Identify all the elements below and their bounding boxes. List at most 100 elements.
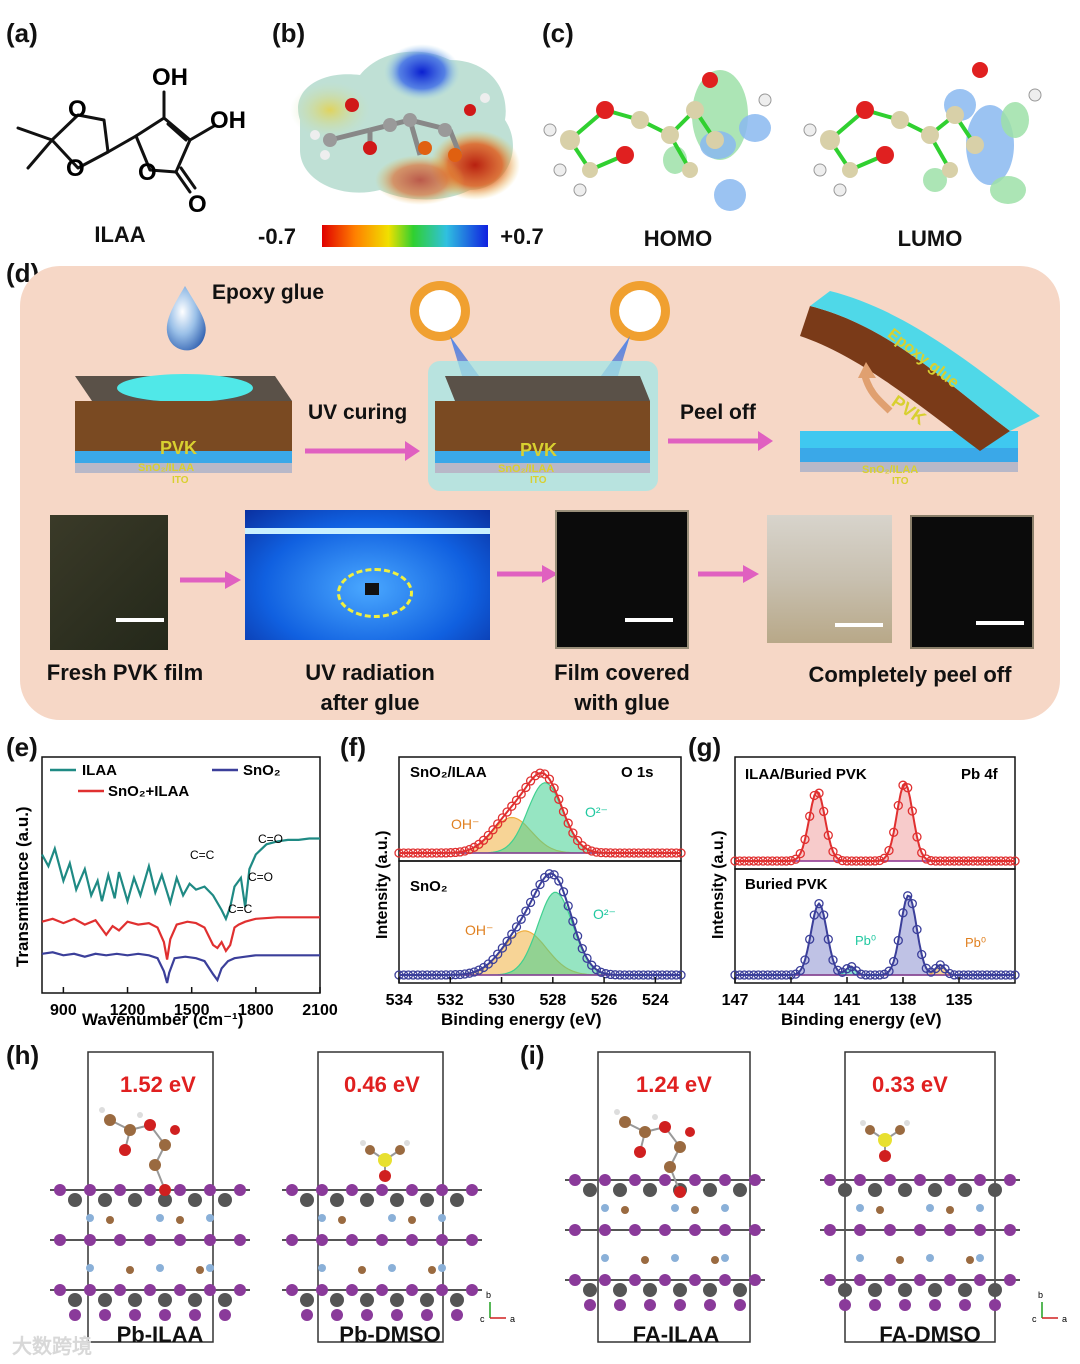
xps-point — [676, 970, 686, 980]
xps-point — [912, 832, 922, 842]
xps-point — [819, 910, 829, 920]
lumo-orbital — [803, 62, 1042, 204]
svg-text:b: b — [1038, 1290, 1043, 1300]
xps-point — [744, 970, 754, 980]
xps-point — [648, 970, 658, 980]
xps-component — [399, 891, 681, 976]
label-oh-2: OH — [210, 107, 246, 134]
xps-component — [399, 782, 681, 854]
xps-point — [450, 847, 461, 858]
xps-point — [558, 887, 569, 897]
xps-point — [931, 856, 941, 866]
xps-point — [638, 848, 649, 858]
pb4f-top-label: ILAA/Buried PVK — [745, 766, 867, 783]
peel-off-label: Peel off — [680, 401, 756, 424]
xps-point — [624, 848, 634, 858]
xps-point — [898, 780, 908, 790]
caption-fresh-film: Fresh PVK film — [46, 660, 204, 685]
xps-point — [450, 970, 461, 980]
xps-point — [521, 782, 531, 793]
xps-point — [460, 969, 470, 979]
xps-point — [549, 870, 559, 880]
xps-point — [540, 769, 550, 779]
xps-point — [837, 855, 847, 866]
xps-point — [422, 970, 432, 980]
panel-g-letter: (g) — [688, 732, 722, 762]
xps-point — [753, 970, 763, 980]
xps-point — [1005, 970, 1015, 980]
xps-point — [671, 848, 681, 858]
xps-point — [973, 856, 983, 866]
ito-label-2: ITO — [530, 475, 547, 486]
xps-point — [739, 970, 749, 980]
xps-point — [903, 891, 913, 901]
caption-peel-off: Completely peel off — [808, 662, 1012, 687]
xps-point — [431, 970, 442, 980]
pb4f-ylabel: Intensity (a.u.) — [710, 831, 727, 939]
xps-point — [921, 854, 931, 864]
xps-point — [549, 783, 559, 793]
xps-point — [563, 818, 573, 828]
xps-point — [917, 949, 927, 960]
label-o-lactone: O — [138, 159, 157, 186]
xps-point — [408, 970, 418, 980]
xps-point — [403, 848, 414, 858]
xps-point — [809, 910, 819, 920]
xps-point — [982, 856, 992, 866]
xps-point — [819, 806, 829, 817]
sample-piece — [365, 583, 379, 595]
panel-a-letter: (a) — [6, 18, 38, 48]
xps-point — [619, 970, 630, 980]
legend-sno2-ilaa: SnO₂+ILAA — [108, 783, 189, 800]
xps-point — [763, 970, 773, 980]
xps-point — [940, 856, 950, 866]
xps-point — [662, 970, 672, 980]
ftir-ylabel: Transmittance (a.u.) — [13, 806, 32, 967]
esp-scale-min: -0.7 — [258, 224, 296, 249]
xps-point — [535, 768, 545, 778]
photo-uv-chamber — [245, 510, 490, 640]
xps-point — [991, 970, 1001, 980]
pb0-label-1: Pb⁰ — [855, 933, 876, 948]
xps-point — [544, 869, 555, 879]
annot-cc-2: C=C — [228, 902, 253, 916]
xps-point — [828, 955, 838, 965]
label-oh-1: OH — [152, 64, 188, 91]
xps-point — [926, 856, 936, 866]
xps-point — [417, 970, 428, 980]
xps-point — [572, 835, 583, 846]
caption-uv-1: UV radiation — [305, 660, 435, 685]
xps-point — [657, 970, 667, 980]
xps-point — [558, 806, 569, 817]
xps-tick-label: 532 — [437, 992, 464, 1009]
svg-text:b: b — [486, 1290, 491, 1300]
o2-label-bottom: O²⁻ — [593, 906, 616, 922]
xps-point — [875, 970, 885, 980]
xps-point — [530, 771, 540, 781]
xps-point — [907, 806, 917, 816]
xps-point — [907, 898, 917, 909]
xps-point — [525, 897, 536, 908]
label-o-carbonyl: O — [188, 191, 207, 218]
xps-point — [478, 835, 489, 845]
xps-point — [772, 970, 782, 980]
caption-fa-dmso: FA-DMSO — [879, 1322, 981, 1347]
axis-triad-i: b c a — [1032, 1290, 1067, 1324]
oh-label-top: OH⁻ — [451, 816, 479, 832]
xps-point — [638, 970, 649, 980]
xps-point — [521, 906, 531, 916]
xps-point — [502, 807, 512, 817]
xps-tick-label: 528 — [539, 992, 566, 1009]
ilaa-structure: OH OH O O O O — [16, 64, 246, 218]
sno2-label-3: SnO₂/ILAA — [862, 464, 919, 476]
xps-point — [735, 970, 745, 980]
xps-tick-label: 147 — [722, 992, 749, 1009]
xps-point — [629, 848, 639, 858]
xps-point — [394, 848, 404, 858]
caption-glue-2: with glue — [574, 690, 670, 715]
xps-tick-label: 138 — [890, 992, 917, 1009]
ftir-tick-label: 1500 — [174, 1002, 210, 1019]
xps-point — [917, 848, 927, 858]
xps-point — [795, 848, 805, 859]
panel-e-letter: (e) — [6, 732, 38, 762]
